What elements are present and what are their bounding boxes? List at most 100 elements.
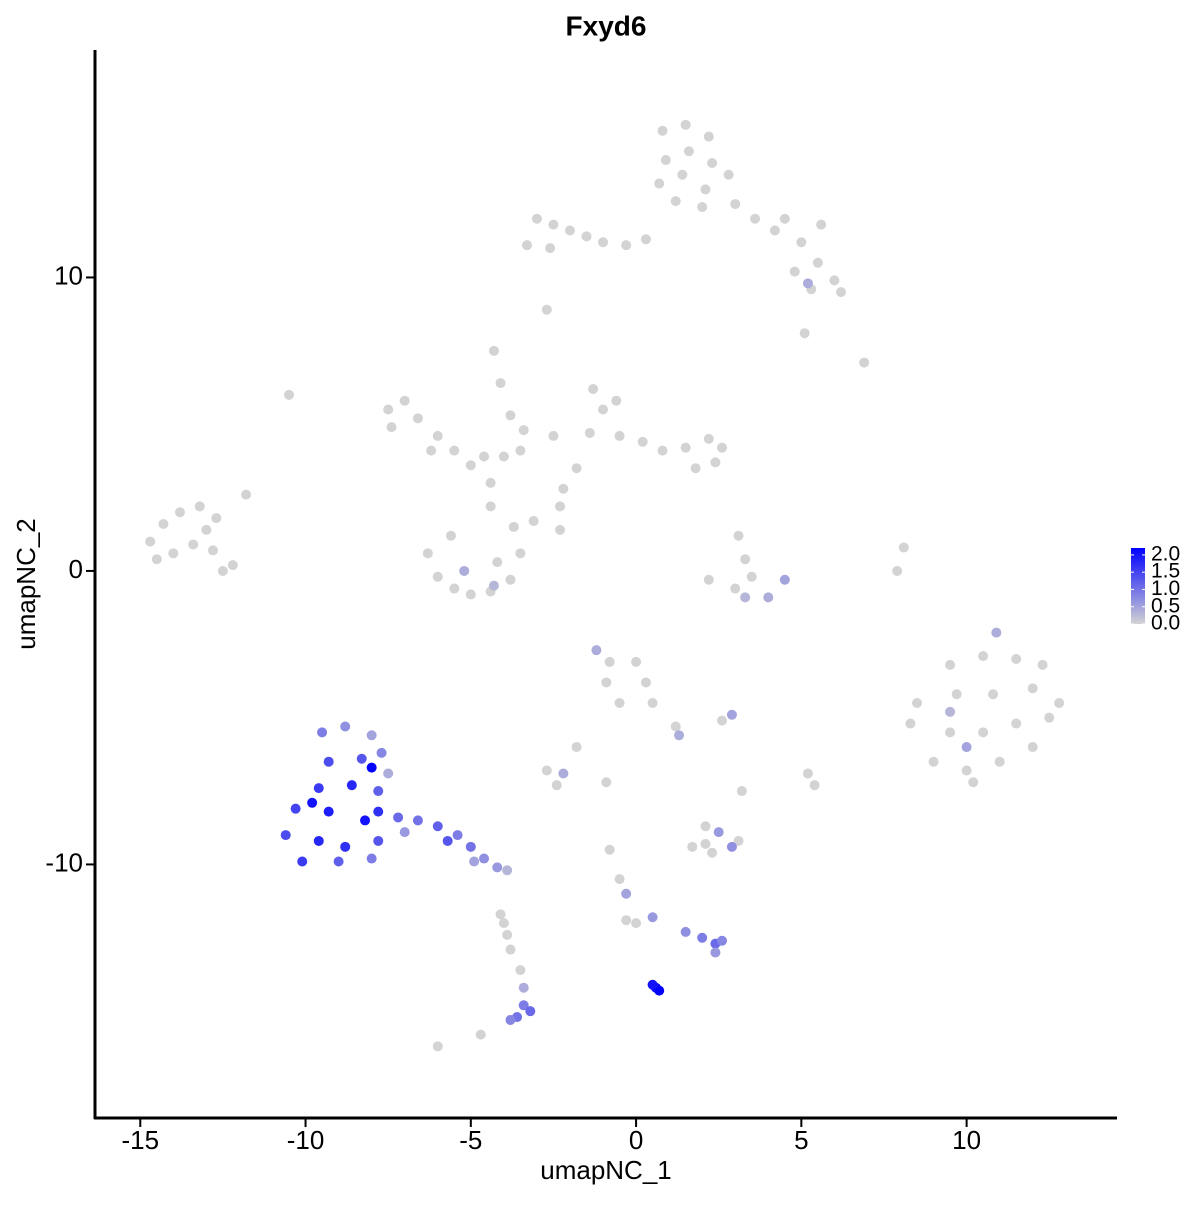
point [680,119,691,130]
colorbar-tick-label: 0.5 [1151,594,1180,617]
point [502,865,513,876]
point [508,521,519,532]
point [621,240,632,251]
point [515,445,526,456]
point [763,592,774,603]
point [227,560,238,571]
point [779,213,790,224]
point [945,727,956,738]
point [1011,653,1022,664]
y-axis-label: umapNC_2 [11,518,41,650]
point [1037,659,1048,670]
point [657,125,668,136]
point [802,768,813,779]
point [366,762,377,773]
point [201,524,212,535]
x-tick-label: 5 [794,1125,808,1155]
point [548,430,559,441]
point [432,430,443,441]
point [383,404,394,415]
point [558,768,569,779]
point [640,677,651,688]
point [498,451,509,462]
point [571,463,582,474]
point [816,219,827,230]
point [297,856,308,867]
point [680,442,691,453]
point [604,656,615,667]
point [492,557,503,568]
point [740,592,751,603]
point [485,501,496,512]
point [657,445,668,456]
point [912,698,923,709]
point [802,278,813,289]
point [736,786,747,797]
point [647,698,658,709]
point [333,856,344,867]
point [945,706,956,717]
point [687,841,698,852]
point [515,548,526,559]
point [697,932,708,943]
point [426,445,437,456]
point [621,888,632,899]
point [723,169,734,180]
point [631,656,642,667]
point [584,428,595,439]
point [366,853,377,864]
x-axis-label: umapNC_1 [540,1155,672,1185]
point [548,219,559,230]
point [485,477,496,488]
colorbar-tick-label: 2.0 [1151,542,1180,565]
point [677,169,688,180]
point [640,234,651,245]
point [555,501,566,512]
point [290,803,301,814]
point [498,918,509,929]
point [174,507,185,518]
point [951,689,962,700]
point [598,404,609,415]
point [284,389,295,400]
point [700,184,711,195]
point [978,727,989,738]
point [809,780,820,791]
point [505,1014,516,1025]
point [700,838,711,849]
point [991,627,1002,638]
point [515,965,526,976]
point [323,756,334,767]
point [492,862,503,873]
point [356,753,367,764]
point [449,583,460,594]
point [961,765,972,776]
point [829,275,840,286]
point [733,530,744,541]
point [313,835,324,846]
point [789,266,800,277]
point [750,213,761,224]
point [631,918,642,929]
colorbar-tick-label: 0.0 [1151,612,1180,635]
point [475,1029,486,1040]
point [531,213,542,224]
point [591,645,602,656]
point [518,1000,529,1011]
point [892,565,903,576]
colorbar-tick-label: 1.0 [1151,577,1180,600]
point [541,765,552,776]
point [726,709,737,720]
point [502,929,513,940]
colorbar-tick-label: 1.5 [1151,560,1180,583]
point [707,847,718,858]
point [373,835,384,846]
point [317,727,328,738]
point [588,383,599,394]
point [799,328,810,339]
point [465,589,476,600]
x-tick-label: 0 [629,1125,643,1155]
point [528,516,539,527]
point [730,199,741,210]
